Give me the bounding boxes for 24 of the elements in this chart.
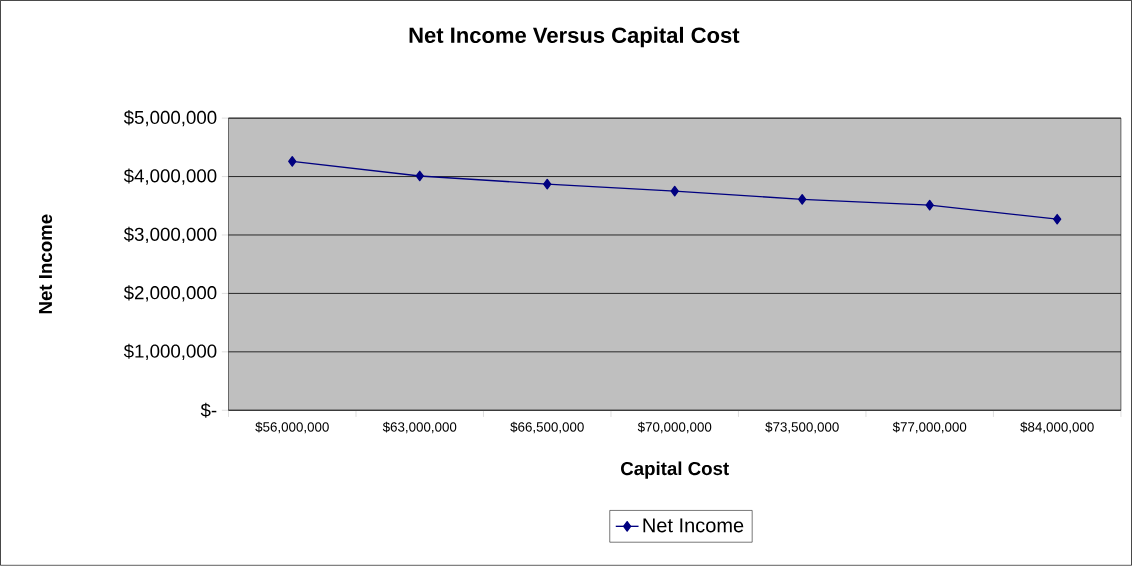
point xyxy=(670,185,679,197)
x-axis-title: Capital Cost xyxy=(621,461,729,479)
x-tick-label: $77,000,000 xyxy=(892,421,967,434)
x-tick-label: $56,000,000 xyxy=(255,421,329,434)
y-tick-label: $1,000,000 xyxy=(123,343,217,361)
y-tick-label: $3,000,000 xyxy=(123,227,217,244)
x-tick-label: $73,500,000 xyxy=(765,421,839,434)
x-tick-label: $70,000,000 xyxy=(637,421,712,434)
legend-label: Net Income xyxy=(643,518,744,533)
x-tick-label: $63,000,000 xyxy=(382,421,457,434)
point xyxy=(415,170,424,182)
y-tick-label: $4,000,000 xyxy=(123,168,217,185)
x-tick-label: $84,000,000 xyxy=(1020,421,1094,434)
point xyxy=(288,156,297,167)
chart-title: Net Income Versus Capital Cost xyxy=(409,26,740,48)
y-tick-label: $5,000,000 xyxy=(123,110,217,127)
point xyxy=(798,194,807,205)
y-axis-title: Net Income xyxy=(39,214,53,314)
point xyxy=(925,199,934,211)
x-tick-label: $66,500,000 xyxy=(510,421,584,434)
point xyxy=(1053,214,1062,225)
point xyxy=(543,178,552,190)
y-tick-label: $2,000,000 xyxy=(123,285,217,302)
y-tick-label: $- xyxy=(200,402,217,418)
